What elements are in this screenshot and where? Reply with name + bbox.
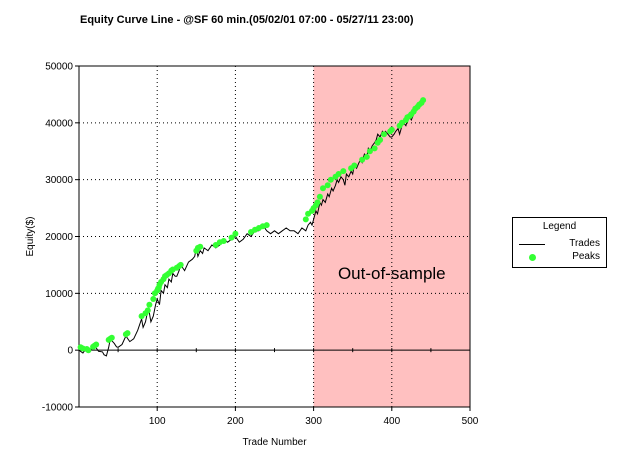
peak-point xyxy=(351,162,358,169)
legend-item-trades: Trades xyxy=(513,238,606,252)
peak-point xyxy=(232,230,239,237)
peak-point xyxy=(93,341,100,348)
y-tick-label: 10000 xyxy=(45,289,73,300)
legend-dot-swatch xyxy=(529,254,536,261)
x-tick-label: 100 xyxy=(149,416,166,427)
y-axis-ticks: -10000 0 10000 20000 30000 40000 50000 xyxy=(42,62,79,414)
out-of-sample-label: Out-of-sample xyxy=(338,264,446,283)
legend-line-swatch xyxy=(519,244,545,245)
peak-point xyxy=(420,97,427,104)
peak-point xyxy=(340,168,347,175)
y-tick-label: 30000 xyxy=(45,175,73,186)
peak-point xyxy=(324,182,331,189)
peak-point xyxy=(316,193,323,200)
peak-point xyxy=(320,185,326,192)
peak-point xyxy=(220,238,227,244)
peak-point xyxy=(302,216,309,223)
peak-point xyxy=(124,330,131,337)
peak-point xyxy=(144,307,151,314)
x-tick-label: 400 xyxy=(383,416,400,427)
peak-point xyxy=(177,261,184,268)
peak-point xyxy=(263,222,270,229)
zero-baseline-ticks xyxy=(78,348,471,353)
legend-item-peaks: Peaks xyxy=(513,251,606,265)
peak-point xyxy=(359,156,366,163)
peak-point xyxy=(377,136,384,143)
legend: Legend Trades Peaks xyxy=(512,217,607,268)
y-tick-label: 0 xyxy=(67,346,73,357)
y-axis-label: Equity($) xyxy=(25,216,36,256)
peak-point xyxy=(366,148,373,155)
peak-point xyxy=(381,131,387,138)
x-axis-ticks: 100 200 300 400 500 xyxy=(149,407,479,427)
peak-point xyxy=(228,234,235,241)
peak-point xyxy=(327,176,334,183)
x-tick-label: 200 xyxy=(227,416,244,427)
peak-point xyxy=(85,347,92,354)
peak-point xyxy=(108,334,115,341)
series-peaks-points xyxy=(77,97,427,354)
x-axis-label: Trade Number xyxy=(242,437,307,448)
y-tick-label: 50000 xyxy=(45,62,73,73)
peak-point xyxy=(388,126,395,133)
series-trades-line xyxy=(78,99,424,357)
y-tick-label: 40000 xyxy=(45,118,73,129)
peak-point xyxy=(335,171,342,177)
y-tick-label: -10000 xyxy=(42,403,74,414)
peak-point xyxy=(363,153,370,160)
peak-point xyxy=(371,145,378,152)
peak-point xyxy=(150,296,157,302)
legend-label-peaks: Peaks xyxy=(572,251,600,262)
x-tick-label: 500 xyxy=(462,416,479,427)
chart-title: Equity Curve Line - @SF 60 min.(05/02/01… xyxy=(80,14,414,26)
peak-point xyxy=(314,199,321,206)
peak-point xyxy=(197,243,204,250)
y-tick-label: 20000 xyxy=(45,232,73,243)
legend-title: Legend xyxy=(542,221,577,232)
x-tick-label: 300 xyxy=(305,416,322,427)
legend-label-trades: Trades xyxy=(569,238,600,249)
peak-point xyxy=(146,301,153,308)
